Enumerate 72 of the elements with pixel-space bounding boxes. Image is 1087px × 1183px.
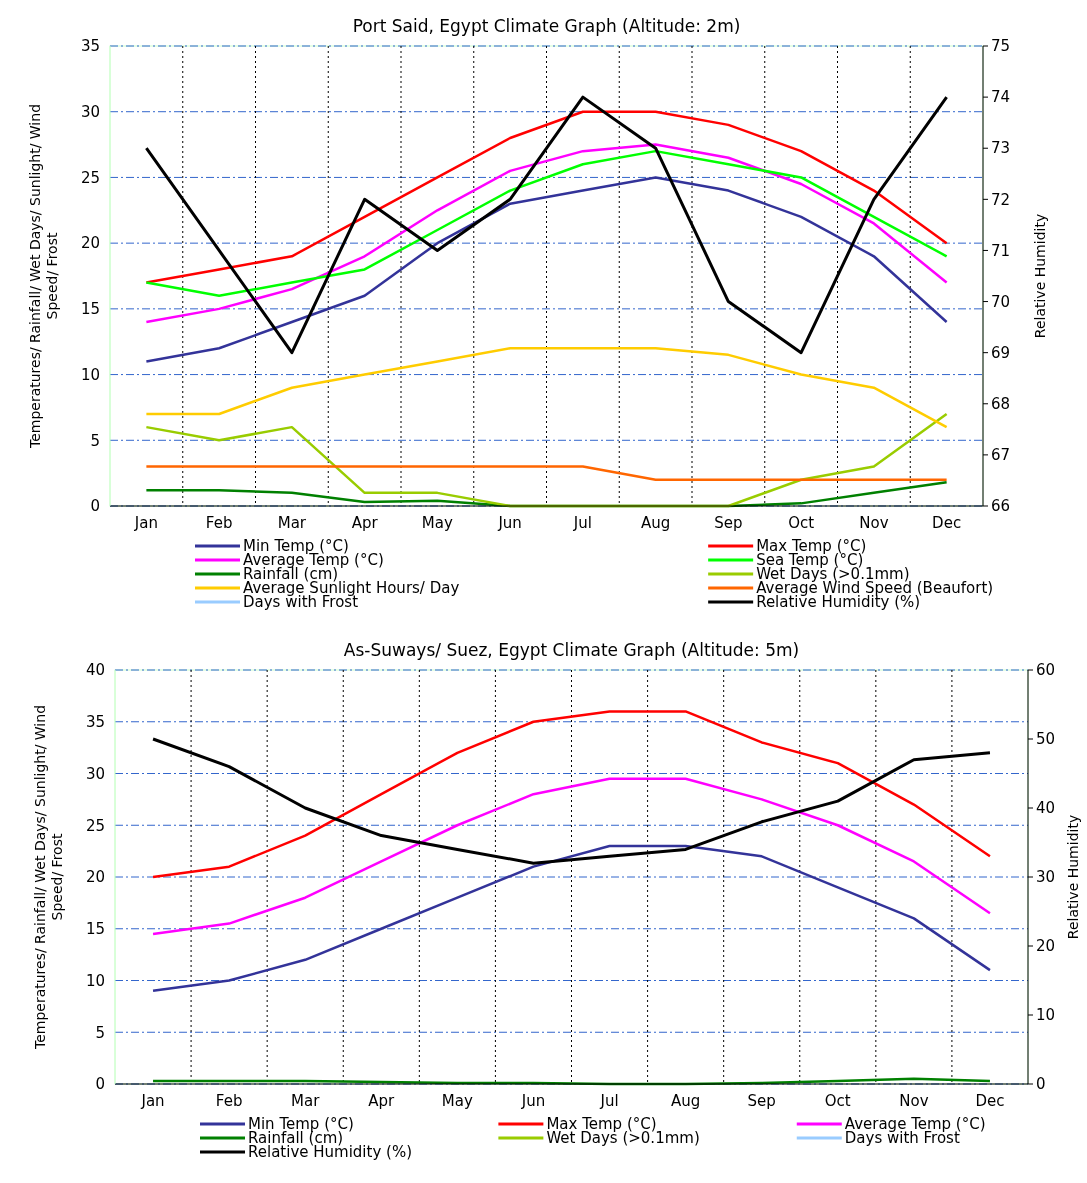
x-tick-label: Aug: [670, 1092, 701, 1110]
line-series: [145, 149, 948, 297]
y-tick-label: 35: [80, 37, 100, 56]
y2-tick-label: 67: [991, 446, 1011, 465]
y2-tick-label: 60: [1036, 661, 1056, 680]
line-series: [145, 347, 948, 429]
y-tick-label: 0: [90, 497, 100, 516]
y-axis-title: Temperatures/ Rainfall/ Wet Days/ Sunlight/ Wind Speed/ Frost: [32, 704, 65, 1051]
y-axis-title: Temperatures/ Rainfall/ Wet Days/ Sunlight/ Wind Speed/ Frost: [27, 103, 60, 450]
y2-tick-label: 30: [1036, 868, 1056, 887]
x-tick-label: Feb: [215, 1092, 243, 1110]
y2-tick-label: 68: [991, 395, 1011, 414]
y-tick-label: 15: [85, 920, 105, 938]
y-tick-label: 25: [85, 816, 105, 835]
x-tick-label: May: [421, 514, 453, 532]
y-tick-label: 0: [95, 1075, 105, 1094]
y-tick-label: 30: [85, 764, 105, 783]
x-tick-label: Oct: [788, 514, 815, 532]
x-tick-label: Sep: [714, 514, 743, 532]
y2-tick-label: 66: [991, 497, 1011, 516]
x-tick-label: Sep: [747, 1092, 776, 1110]
y-tick-label: 35: [85, 713, 105, 731]
line-series: [145, 143, 948, 324]
y-tick-label: 10: [85, 971, 105, 990]
y-tick-label: 10: [80, 365, 100, 384]
y2-tick-label: 0: [1036, 1075, 1046, 1094]
y2-tick-label: 20: [1036, 937, 1056, 956]
y2-tick-label: 73: [991, 139, 1011, 158]
line-series: [151, 710, 992, 879]
y2-tick-label: 71: [991, 241, 1011, 260]
y2-tick-label: 70: [991, 292, 1011, 311]
y2-tick-label: 72: [991, 190, 1011, 209]
x-tick-label: Jul: [572, 514, 592, 532]
y2-tick-label: 75: [991, 37, 1011, 56]
x-tick-label: Dec: [932, 514, 962, 532]
y-tick-label: 20: [80, 234, 100, 253]
y2-tick-label: 69: [991, 343, 1011, 362]
x-tick-label: Jun: [520, 1092, 546, 1110]
x-tick-label: Apr: [351, 514, 379, 532]
x-tick-label: Dec: [975, 1092, 1005, 1110]
y-tick-label: 40: [85, 661, 105, 680]
line-series: [145, 110, 948, 284]
y2-tick-label: 10: [1036, 1006, 1056, 1025]
y2-tick-label: 50: [1036, 730, 1056, 749]
x-tick-label: Mar: [291, 1092, 321, 1110]
y2-axis-title: Relative Humidity: [1065, 814, 1081, 940]
y-tick-label: 30: [80, 102, 100, 121]
y-tick-label: 25: [80, 168, 100, 187]
x-tick-label: Jan: [140, 1092, 165, 1110]
line-series: [151, 844, 992, 993]
y2-axis-title: Relative Humidity: [1032, 213, 1048, 339]
x-tick-label: May: [441, 1092, 473, 1110]
x-tick-label: Jun: [497, 514, 522, 532]
x-tick-label: Apr: [368, 1092, 396, 1110]
y-tick-label: 20: [85, 868, 105, 887]
y2-tick-label: 40: [1036, 799, 1056, 818]
x-tick-label: Aug: [640, 514, 671, 532]
y2-tick-label: 74: [991, 88, 1011, 107]
line-series: [145, 176, 948, 363]
x-tick-label: Feb: [205, 514, 233, 532]
x-tick-label: Oct: [824, 1092, 851, 1110]
x-tick-label: Mar: [277, 514, 307, 532]
y-tick-label: 5: [95, 1023, 105, 1042]
y-tick-label: 15: [80, 300, 100, 319]
x-tick-label: Jul: [599, 1092, 619, 1110]
chart-title: As-Suways/ Suez, Egypt Climate Graph (Altitude: 5m): [343, 640, 800, 660]
y-tick-label: 5: [90, 431, 100, 450]
x-tick-label: Jan: [133, 514, 158, 532]
x-tick-label: Nov: [859, 514, 889, 532]
chart-title: Port Said, Egypt Climate Graph (Altitude: 2m): [352, 16, 741, 36]
line-series: [151, 777, 992, 936]
x-tick-label: Nov: [899, 1092, 929, 1110]
